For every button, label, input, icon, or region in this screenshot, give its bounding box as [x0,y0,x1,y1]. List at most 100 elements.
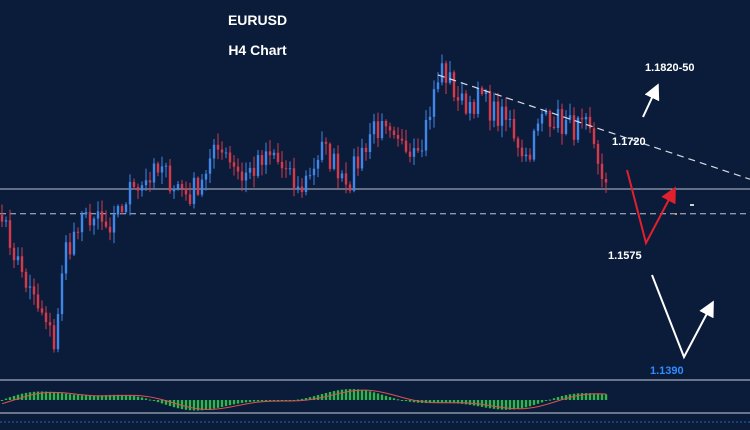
bull-candle [152,163,156,183]
oscillator-bar [284,400,288,401]
chart-title: EURUSD [227,12,288,28]
bear-candle [252,167,256,176]
oscillator-bar [180,400,184,410]
oscillator-bar [452,400,456,404]
target-label-2: 1.1390 [650,365,684,377]
bear-candle [504,106,508,120]
breakout-arrow [642,83,660,118]
bull-candle [368,134,372,153]
oscillator-bar [252,400,256,402]
oscillator-bar [20,393,24,400]
bear-candle [280,161,284,169]
oscillator-bar [372,392,376,400]
oscillator-bar [272,400,276,402]
bull-candle [540,114,544,124]
bull-candle [460,93,464,101]
bear-candle [324,141,328,144]
bear-candle [180,184,184,189]
oscillator-bar [228,400,232,406]
bear-candle [20,256,24,272]
bear-candle [512,118,516,139]
oscillator-bar [120,394,124,400]
bear-candle [216,144,220,150]
oscillator-bar [236,400,240,404]
bear-candle [12,247,16,261]
bear-candle [220,149,224,153]
oscillator-bar [404,400,408,402]
oscillator-bar [552,398,556,400]
bear-candle [400,138,404,141]
oscillator-bar [16,394,20,400]
oscillator-bar [308,397,312,400]
oscillator-bar [528,400,532,407]
bear-candle [8,220,12,248]
oscillator-bar [68,394,72,400]
bear-candle [552,126,556,128]
oscillator-bar [44,391,48,400]
bull-candle [296,186,300,190]
oscillator-bar [64,393,68,400]
bull-candle [84,212,88,215]
oscillator-bar [392,398,396,400]
oscillator-bar [484,400,488,408]
bear-candle [404,140,408,152]
bull-candle [412,148,416,157]
oscillator-bar [460,400,464,404]
oscillator-bar [524,400,528,408]
oscillator-bar [580,393,584,400]
bull-candle [436,82,440,90]
bull-candle [124,204,128,213]
oscillator-bar [408,400,412,402]
oscillator-bar [92,395,96,400]
bull-candle [304,175,308,193]
bear-candle [384,120,388,127]
bull-candle [420,150,424,152]
bull-candle [256,155,260,176]
oscillator-bar [204,400,208,410]
bull-candle [56,314,60,350]
bear-candle [188,194,192,204]
oscillator-bar [344,389,348,400]
oscillator-bar [472,400,476,406]
bull-candle [64,242,68,274]
bear-candle [344,173,348,185]
bear-candle [228,152,232,163]
oscillator-bar [316,395,320,400]
oscillator-bar [4,398,8,400]
oscillator-bar [296,399,300,401]
bull-candle [320,141,324,160]
oscillator-bar [48,391,52,400]
bear-candle [396,135,400,139]
bull-candle [316,159,320,169]
oscillator-bar [196,400,200,411]
bear-candle [356,156,360,169]
bull-candle [424,119,428,151]
bear-candle [600,163,604,179]
bull-candle [428,116,432,120]
bear-candle [284,168,288,170]
bull-candle [176,184,180,189]
bear-candle [464,93,468,114]
oscillator-bar [60,393,64,400]
bull-candle [212,144,216,159]
oscillator-bar [244,400,248,403]
bear-candle [232,162,236,167]
bear-candle [44,312,48,323]
bull-candle [112,214,116,233]
oscillator-signal-line [1,389,607,410]
bear-candle [580,117,584,120]
oscillator-bar [564,395,568,400]
bear-candle [52,325,56,350]
oscillator-bar [396,399,400,401]
bull-candle [16,256,20,261]
bull-candle [448,72,452,83]
oscillator-bar [300,398,304,400]
bearish-then-bullish-arrow [626,169,676,246]
oscillator-bar [544,400,548,401]
oscillator-bar [584,393,588,400]
bear-candle [520,147,524,157]
bull-candle [208,158,212,174]
bull-candle [4,220,8,222]
